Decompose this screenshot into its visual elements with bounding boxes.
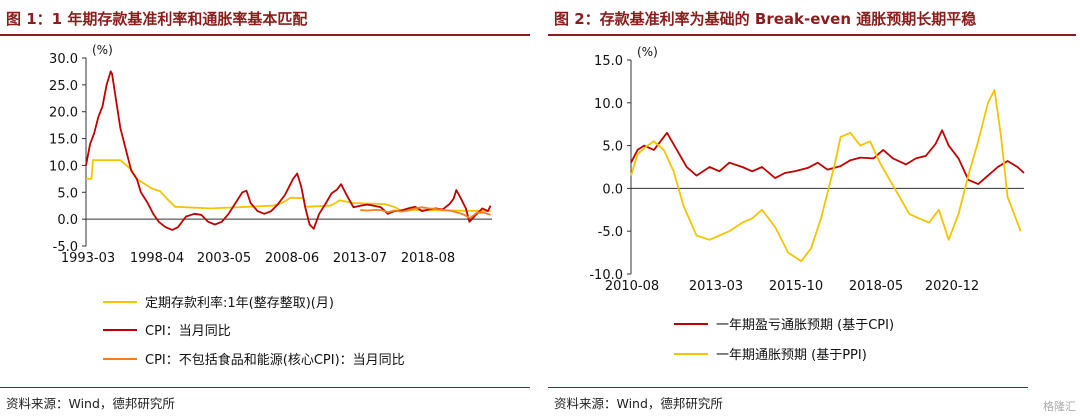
series-line	[86, 159, 491, 212]
x-tick-label: 2018-05	[849, 279, 903, 294]
left-title-rule	[0, 34, 530, 36]
y-tick-label: 10.0	[594, 97, 623, 112]
x-tick-label: 2003-05	[197, 251, 251, 266]
x-tick-label: 1998-04	[130, 251, 184, 266]
y-tick-label: -10.0	[589, 268, 623, 283]
legend-label: 一年期通胀预期 (基于PPI)	[716, 348, 867, 363]
y-tick-label: 5.0	[602, 140, 623, 155]
right-chart-title: 图 2：存款基准利率为基础的 Break-even 通胀预期长期平稳	[554, 10, 977, 28]
x-tick-label: 2020-12	[925, 279, 979, 294]
x-tick-label: 2013-03	[689, 279, 743, 294]
x-tick-label: 2015-10	[769, 279, 823, 294]
left-chart-title: 图 1：1 年期存款基准利率和通胀率基本匹配	[6, 10, 308, 28]
y-tick-label: 30.0	[49, 52, 78, 67]
legend-label: 一年期盈亏通胀预期 (基于CPI)	[716, 318, 894, 333]
y-tick-label: 20.0	[49, 106, 78, 121]
y-tick-label: 25.0	[49, 79, 78, 94]
legend-label: 定期存款利率:1年(整存整取)(月)	[145, 295, 334, 311]
right-source-note: 资料来源：Wind，德邦研究所	[554, 396, 723, 411]
x-tick-label: 2010-08	[605, 279, 659, 294]
series-line	[85, 70, 492, 231]
y-tick-label: -5.0	[53, 240, 78, 255]
y-unit-label: (%)	[92, 43, 113, 57]
y-tick-label: 15.0	[594, 54, 623, 69]
legend-label: CPI：当月同比	[145, 324, 231, 339]
right-line-chart: 15.0 10.0 5.0 0.0 -5.0 -10.0 (%) 2010-08 2013-03…	[589, 45, 1025, 363]
y-tick-label: 5.0	[57, 186, 78, 201]
x-tick-label: 2018-08	[401, 251, 455, 266]
y-unit-label: (%)	[637, 45, 658, 59]
y-tick-label: 10.0	[49, 159, 78, 174]
x-tick-label: 1993-03	[61, 251, 115, 266]
right-title-rule	[548, 34, 1076, 36]
left-chart-panel: 图 1：1 年期存款基准利率和通胀率基本匹配 30.0 25.0 20.0 15.0 1…	[0, 0, 530, 418]
series-line	[360, 206, 491, 220]
left-source-rule	[0, 387, 530, 388]
legend-label: CPI：不包括食品和能源(核心CPI)：当月同比	[145, 352, 405, 368]
x-tick-label: 2008-06	[265, 251, 319, 266]
series-line	[630, 89, 1022, 263]
watermark-logo: 格隆汇	[1043, 400, 1076, 413]
y-tick-label: 0.0	[602, 182, 623, 197]
y-tick-label: 0.0	[57, 213, 78, 228]
left-line-chart: 30.0 25.0 20.0 15.0 10.0 5.0 0.0 -5.0 (%) 1993-03…	[49, 43, 492, 368]
x-tick-label: 2013-07	[333, 251, 387, 266]
left-source-note: 资料来源：Wind，德邦研究所	[6, 396, 175, 411]
y-tick-label: -5.0	[598, 225, 623, 240]
y-tick-label: 15.0	[49, 133, 78, 148]
right-source-rule	[548, 387, 1028, 388]
series-line	[630, 129, 1025, 186]
right-chart-panel: 图 2：存款基准利率为基础的 Break-even 通胀预期长期平稳 15.0 1…	[548, 0, 1080, 418]
